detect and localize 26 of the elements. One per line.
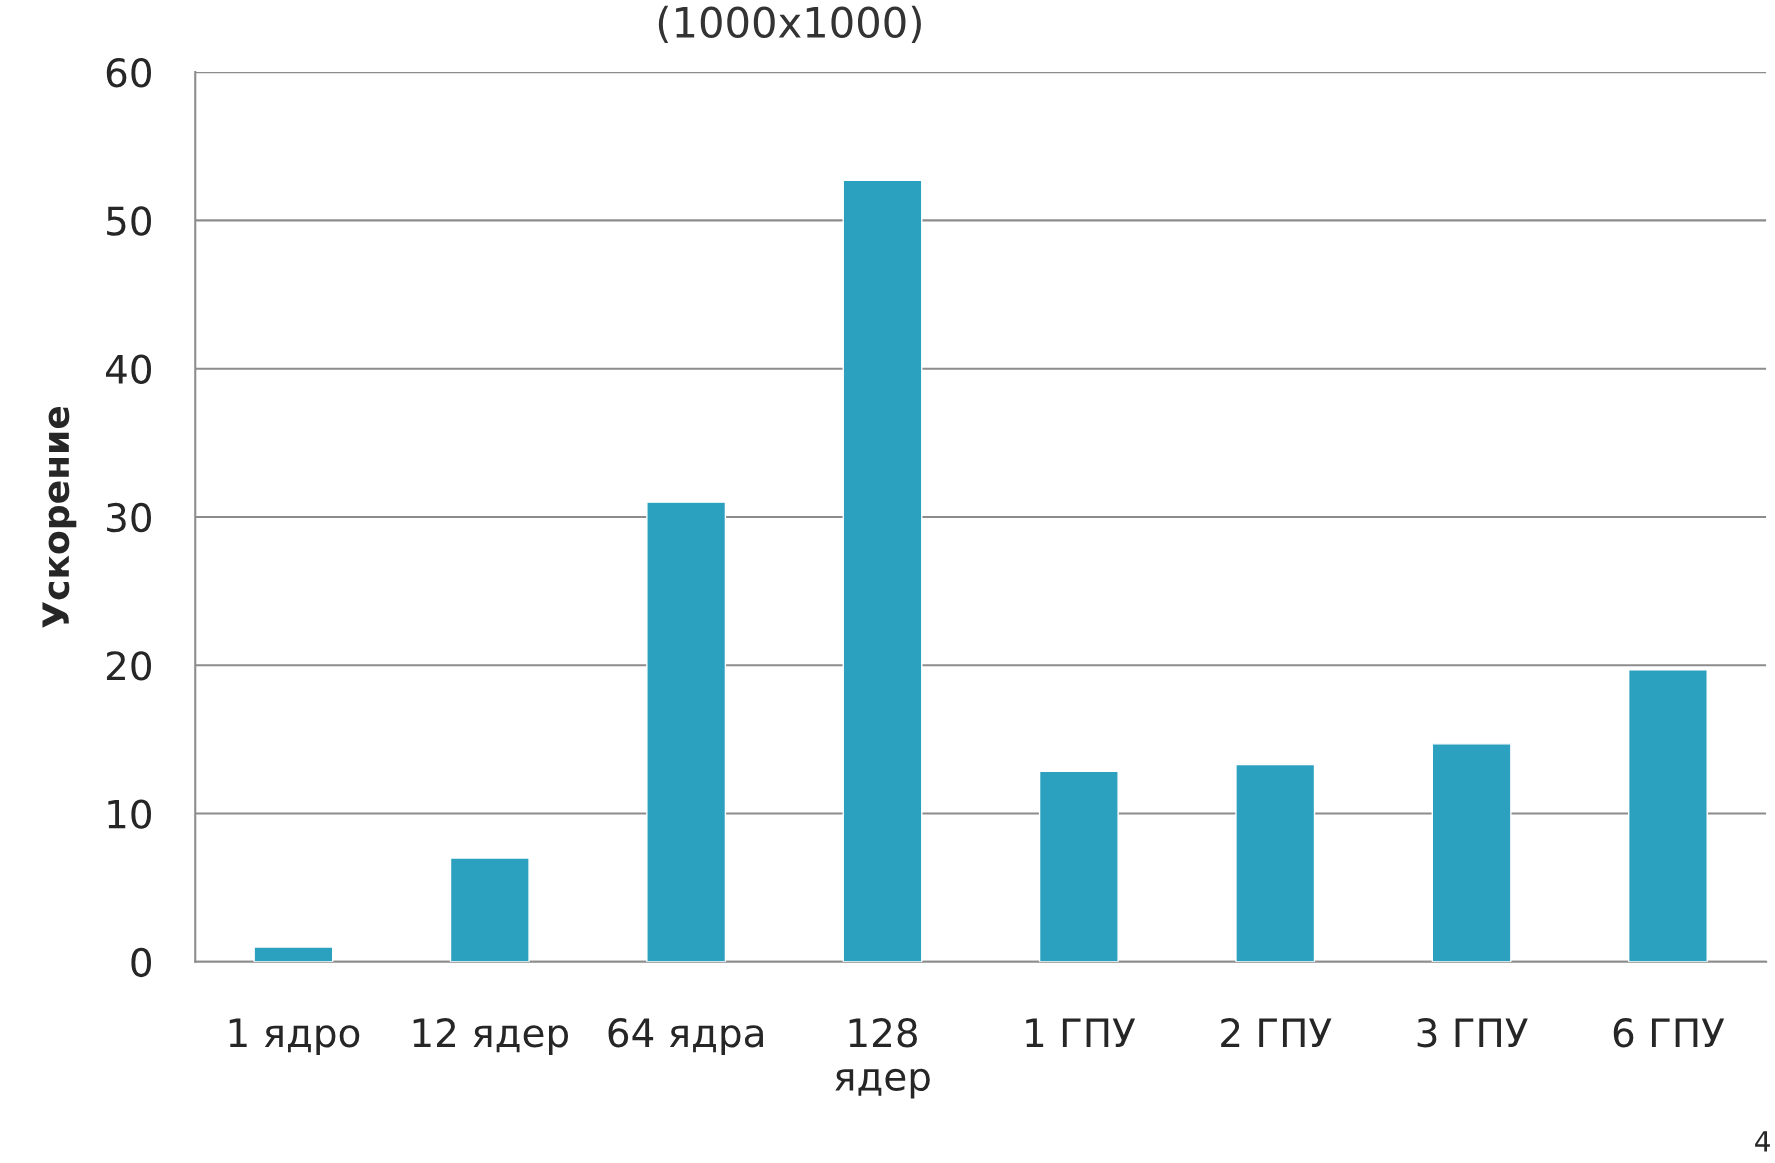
x-tick-label: 6 ГПУ xyxy=(1613,1018,1725,1048)
y-tick-label: 30 xyxy=(107,502,151,533)
bar xyxy=(646,501,727,962)
x-tick-label: 1 ГПУ xyxy=(1026,1018,1136,1047)
y-tick-label: 40 xyxy=(106,354,151,384)
y-tick-label: 60 xyxy=(106,58,151,88)
y-tick-label: 10 xyxy=(108,799,151,829)
bar xyxy=(1627,668,1708,962)
x-tick-label: 64 ядра xyxy=(608,1018,763,1055)
x-tick-label: 2 ГПУ xyxy=(1221,1018,1332,1047)
chart-title: (1000x1000) xyxy=(658,5,921,43)
bar xyxy=(1235,763,1316,962)
text: 4 xyxy=(1755,1131,1770,1152)
y-tick-label: 0 xyxy=(131,947,151,978)
x-tick-label: 3 ГПУ xyxy=(1417,1018,1528,1048)
y-tick-label: 20 xyxy=(106,651,151,681)
x-tick-label: 12 ядер xyxy=(413,1018,569,1055)
bar xyxy=(1431,743,1512,962)
x-tick-label: 128 ядер xyxy=(835,1018,930,1099)
y-axis-title: Ускорение xyxy=(42,406,77,628)
bar xyxy=(449,857,530,962)
bar xyxy=(253,946,334,962)
y-tick-label: 50 xyxy=(107,206,151,236)
bar xyxy=(1038,770,1119,962)
x-tick-label: 1 ядро xyxy=(229,1018,360,1055)
bar xyxy=(842,179,923,962)
